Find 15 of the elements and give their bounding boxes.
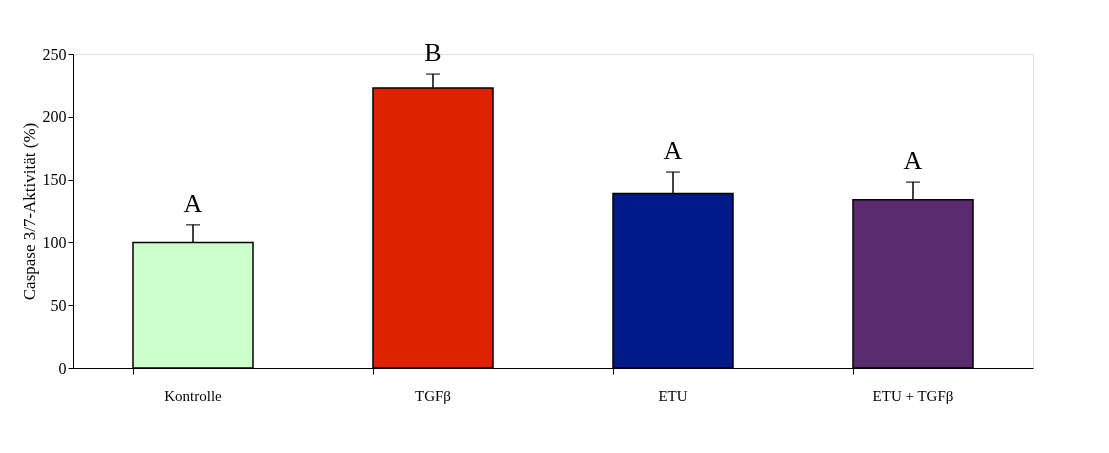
annotation: A <box>903 146 923 176</box>
y-axis-title: Caspase 3/7-Aktivität (%) <box>19 122 39 301</box>
y-tick-label: 250 <box>42 45 67 63</box>
x-tick-label: Kontrolle <box>164 387 223 404</box>
x-tick-label: ETU + TGFβ <box>872 387 954 404</box>
y-tick-label: 50 <box>50 296 67 314</box>
annotation: A <box>663 136 683 166</box>
x-tick-label: TGFβ <box>415 387 451 404</box>
y-tick-label: 100 <box>42 233 67 251</box>
x-tick-label: ETU <box>658 387 688 404</box>
y-tick-label: 200 <box>42 108 67 126</box>
annotation: A <box>183 188 203 218</box>
y-tick-label: 150 <box>42 171 67 189</box>
y-tick-label: 0 <box>58 359 67 377</box>
annotation: B <box>424 38 442 68</box>
